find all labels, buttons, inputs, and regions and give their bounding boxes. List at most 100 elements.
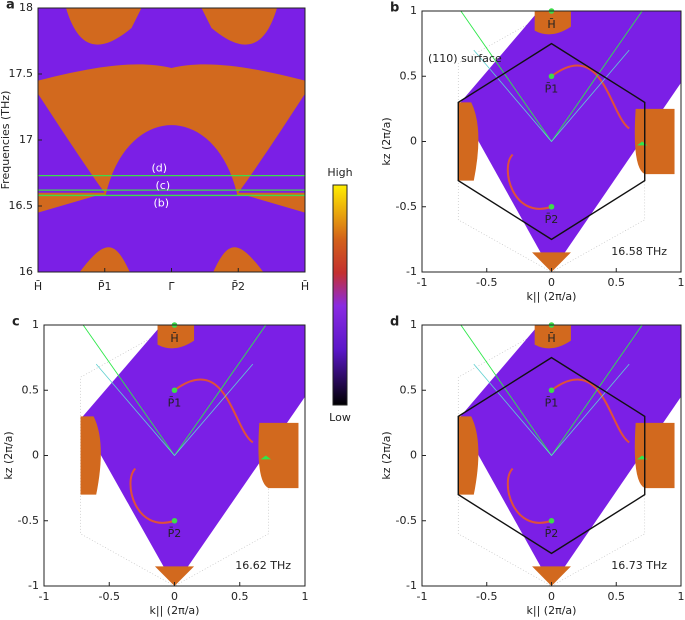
panel-label: c bbox=[12, 315, 20, 330]
direction-arrow bbox=[460, 324, 552, 456]
y-tick-label: 0 bbox=[410, 135, 417, 148]
panel-label: b bbox=[390, 1, 399, 16]
plot-frame bbox=[43, 324, 306, 587]
colorbar-low: Low bbox=[329, 411, 351, 424]
line-label: (c) bbox=[156, 179, 171, 192]
y-tick-label: 0.5 bbox=[22, 383, 40, 396]
x-tick-label: -0.5 bbox=[476, 276, 497, 289]
x-tick-label: 0 bbox=[548, 590, 555, 603]
x-tick-label: 0 bbox=[548, 276, 555, 289]
x-tick-label: -1 bbox=[39, 590, 50, 603]
x-tick-label: H̄ bbox=[301, 280, 309, 293]
y-tick-label: 16.5 bbox=[9, 199, 34, 212]
heatmap-region bbox=[104, 125, 239, 200]
surface-region bbox=[458, 325, 681, 586]
line-label: (b) bbox=[154, 196, 170, 209]
surface-region bbox=[80, 325, 305, 586]
y-tick-label: -1 bbox=[406, 265, 417, 278]
direction-arrow bbox=[551, 324, 643, 456]
cyan-v bbox=[473, 363, 630, 457]
y-tick-label: 17.5 bbox=[9, 67, 34, 80]
heatmap-region bbox=[38, 8, 305, 81]
y-tick-label: 0 bbox=[32, 449, 39, 462]
high-symmetry-point bbox=[171, 517, 178, 524]
panel-label: d bbox=[390, 315, 399, 330]
surface-arc bbox=[506, 378, 630, 524]
y-tick-label: 0.5 bbox=[400, 383, 418, 396]
x-tick-label: 0.5 bbox=[608, 276, 626, 289]
colorbar bbox=[332, 184, 348, 406]
surface-arc bbox=[506, 64, 630, 210]
x-tick-label: H̄ bbox=[34, 280, 42, 293]
bz-outline bbox=[457, 324, 646, 587]
cyan-v bbox=[473, 49, 630, 143]
surface-pocket bbox=[458, 416, 479, 495]
point-label: P̄1 bbox=[545, 82, 559, 95]
y-tick-label: -1 bbox=[406, 579, 417, 592]
y-tick-label: 0.5 bbox=[400, 69, 418, 82]
point-label: H̄ bbox=[170, 332, 178, 345]
bz-hexagon bbox=[457, 356, 646, 555]
direction-arrow bbox=[551, 10, 643, 142]
high-symmetry-point bbox=[548, 203, 555, 210]
x-tick-label: 0 bbox=[171, 590, 178, 603]
surface-region bbox=[458, 11, 681, 272]
y-tick-label: -0.5 bbox=[396, 200, 417, 213]
high-symmetry-point bbox=[548, 517, 555, 524]
y-tick-label: 0 bbox=[410, 449, 417, 462]
x-tick-label: P̄1 bbox=[98, 280, 112, 293]
annotation: 16.58 THz bbox=[611, 245, 667, 258]
arrow-head bbox=[260, 455, 272, 460]
plot-frame bbox=[421, 324, 682, 587]
y-axis-label: kz (2π/a) bbox=[380, 431, 393, 479]
x-tick-label: -1 bbox=[417, 276, 428, 289]
surface-pocket bbox=[532, 566, 571, 586]
surface-pocket bbox=[154, 566, 195, 586]
y-tick-label: 1 bbox=[32, 318, 39, 331]
y-tick-label: -0.5 bbox=[396, 514, 417, 527]
colorbar-high: High bbox=[327, 166, 352, 179]
surface-pocket bbox=[634, 422, 675, 489]
direction-arrow bbox=[460, 10, 552, 142]
y-tick-label: -1 bbox=[28, 579, 39, 592]
y-tick-label: 18 bbox=[19, 1, 33, 14]
annotation: 16.73 THz bbox=[611, 559, 667, 572]
x-tick-label: 1 bbox=[678, 276, 685, 289]
x-tick-label: 1 bbox=[302, 590, 309, 603]
panel-label: a bbox=[6, 0, 15, 13]
point-label: P̄2 bbox=[168, 527, 182, 540]
annotation: (110) surface bbox=[428, 52, 502, 65]
x-tick-label: 0.5 bbox=[608, 590, 626, 603]
surface-pocket bbox=[258, 422, 299, 489]
line-label: (d) bbox=[152, 162, 168, 175]
x-axis-label: k|| (2π/a) bbox=[527, 604, 577, 617]
y-axis-label: kz (2π/a) bbox=[380, 117, 393, 165]
point-label: P̄1 bbox=[545, 396, 559, 409]
x-tick-label: -0.5 bbox=[99, 590, 120, 603]
bz-outline bbox=[457, 10, 646, 273]
direction-arrow bbox=[82, 324, 175, 456]
annotation: 16.62 THz bbox=[235, 559, 291, 572]
high-symmetry-point bbox=[171, 387, 178, 394]
plot-frame bbox=[37, 7, 306, 273]
surface-pocket bbox=[157, 325, 195, 349]
x-axis-label: k|| (2π/a) bbox=[527, 290, 577, 303]
y-tick-label: 17 bbox=[19, 133, 33, 146]
x-tick-label: P̄2 bbox=[231, 280, 245, 293]
y-tick-label: 1 bbox=[410, 4, 417, 17]
cyan-v bbox=[95, 363, 254, 457]
x-tick-label: Γ̄ bbox=[168, 280, 175, 293]
surface-arc bbox=[129, 378, 254, 524]
x-tick-label: -1 bbox=[417, 590, 428, 603]
x-tick-label: -0.5 bbox=[476, 590, 497, 603]
x-axis-label: k|| (2π/a) bbox=[150, 604, 200, 617]
surface-pocket bbox=[534, 325, 571, 349]
bz-hexagon bbox=[457, 42, 646, 241]
x-tick-label: 0.5 bbox=[231, 590, 249, 603]
plot-frame bbox=[421, 10, 682, 273]
y-tick-label: -0.5 bbox=[18, 514, 39, 527]
heatmap-region bbox=[38, 93, 305, 193]
y-tick-label: 1 bbox=[410, 318, 417, 331]
surface-pocket bbox=[532, 252, 571, 272]
